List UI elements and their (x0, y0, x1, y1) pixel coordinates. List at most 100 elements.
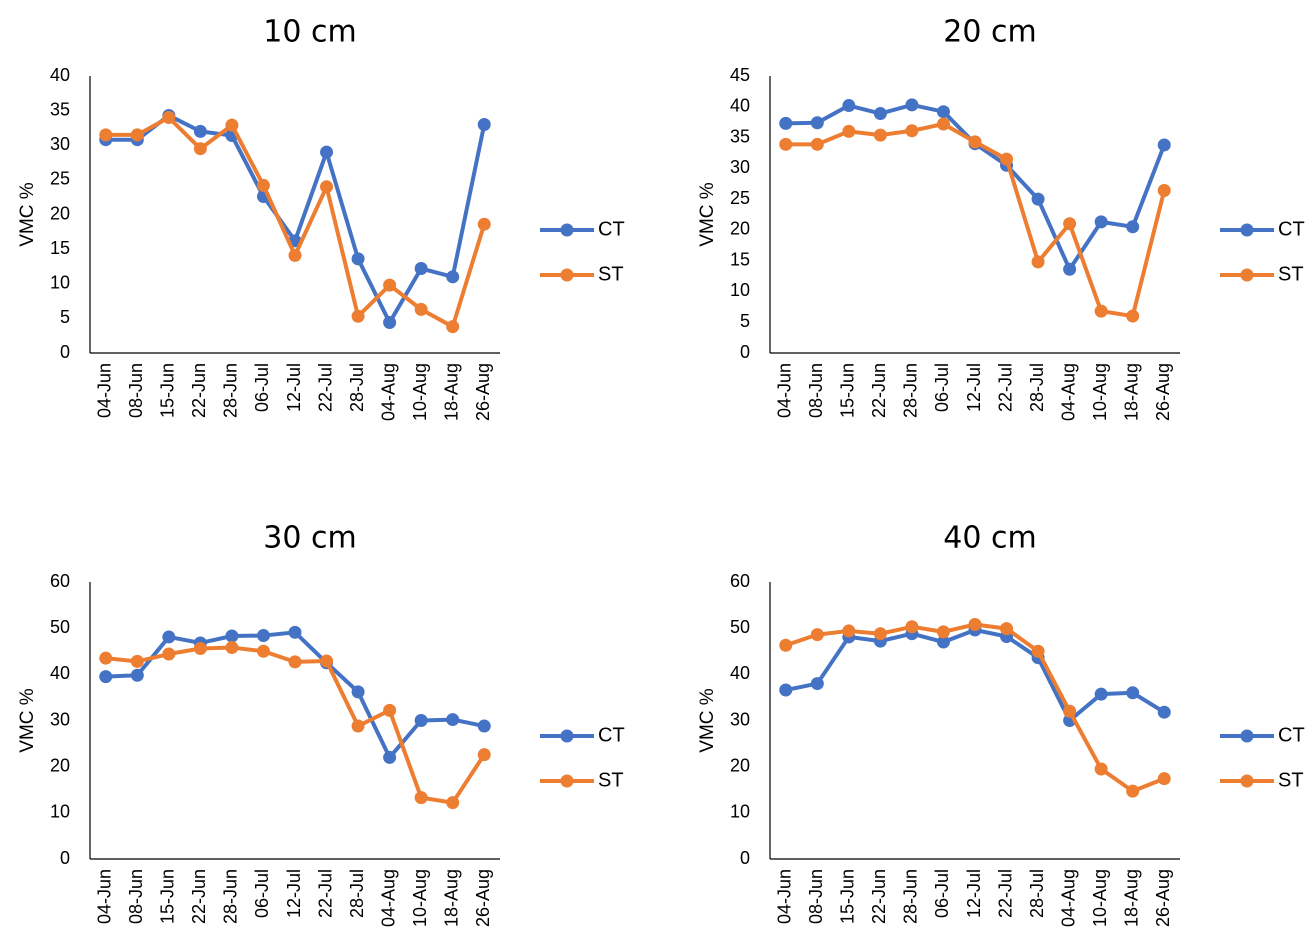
series-line-ct (785, 628, 1166, 723)
legend-label-ct: CT (598, 218, 625, 240)
data-point-st (225, 118, 239, 132)
data-point-st (1000, 152, 1014, 166)
data-point-st (968, 617, 982, 631)
y-tick-label: 20 (730, 755, 750, 775)
legend-marker-st (560, 268, 574, 282)
y-tick-label: 35 (50, 99, 70, 119)
x-tick-label: 26-Aug (1153, 363, 1173, 421)
y-tick-label: 60 (730, 571, 750, 591)
series-line-st (105, 115, 487, 329)
x-tick-label: 22-Jul (995, 363, 1015, 412)
y-axis-title: VMC % (17, 688, 38, 753)
data-point-ct (446, 270, 460, 284)
data-point-st (256, 178, 270, 192)
x-tick-label: 04-Aug (1058, 363, 1078, 421)
data-point-ct (842, 99, 856, 113)
chart-panel: 30 cm 0 10 20 30 40 50 60 04-Jun 08-Jun 15-Jun 22-J… (17, 521, 625, 928)
legend-label-ct: CT (1278, 218, 1305, 240)
x-tick-label: 12-Jul (964, 363, 984, 412)
chart-panel: 10 cm 0 5 10 15 20 25 30 35 40 04-Jun 08-Jun 15-Jun 2… (17, 15, 625, 422)
data-point-ct (162, 630, 176, 644)
data-point-st (1094, 762, 1108, 776)
y-tick-label: 35 (730, 126, 750, 146)
x-tick-label: 12-Jul (964, 869, 984, 918)
x-tick-label: 10-Aug (410, 363, 430, 421)
data-point-ct (1094, 215, 1108, 229)
x-tick-label: 10-Aug (410, 869, 430, 927)
data-point-st (1031, 255, 1045, 269)
x-tick-label: 04-Aug (378, 869, 398, 927)
series-line-ct (105, 630, 485, 760)
data-point-ct (936, 105, 950, 119)
data-point-ct (1094, 687, 1108, 701)
legend-marker-ct (560, 223, 574, 237)
data-point-ct (414, 262, 428, 276)
x-tick-label: 15-Jun (158, 363, 178, 418)
y-tick-label: 20 (730, 219, 750, 239)
y-tick-label: 30 (730, 709, 750, 729)
y-tick-label: 50 (50, 617, 70, 637)
data-point-ct (477, 117, 491, 131)
y-tick-label: 0 (740, 342, 750, 362)
data-point-st (968, 135, 982, 149)
data-point-st (383, 703, 397, 717)
x-tick-label: 18-Aug (1121, 363, 1141, 421)
legend-label-st: ST (1278, 263, 1304, 285)
y-tick-label: 30 (50, 709, 70, 729)
x-tick-label: 08-Jun (806, 869, 826, 924)
x-tick-label: 22-Jun (869, 363, 889, 418)
series-line-ct (785, 102, 1167, 272)
x-tick-label: 22-Jun (189, 869, 209, 924)
x-tick-label: 10-Aug (1090, 869, 1110, 927)
x-tick-label: 04-Jun (775, 363, 795, 418)
y-tick-label: 40 (50, 663, 70, 683)
y-tick-label: 5 (60, 307, 70, 327)
data-point-st (351, 719, 365, 733)
x-tick-label: 08-Jun (126, 363, 146, 418)
x-tick-label: 22-Jun (189, 363, 209, 418)
x-tick-label: 06-Jul (252, 363, 272, 412)
x-tick-label: 28-Jul (347, 869, 367, 918)
x-tick-label: 12-Jul (284, 363, 304, 412)
y-tick-label: 30 (730, 157, 750, 177)
legend-marker-st (560, 774, 574, 788)
y-tick-label: 5 (740, 311, 750, 331)
data-point-st (1094, 304, 1108, 318)
data-point-st (162, 111, 176, 125)
data-point-st (873, 128, 887, 142)
data-point-ct (225, 629, 239, 643)
x-tick-label: 22-Jun (869, 869, 889, 924)
y-tick-label: 40 (730, 663, 750, 683)
data-point-ct (256, 629, 270, 643)
y-tick-label: 20 (50, 203, 70, 223)
y-tick-label: 40 (730, 96, 750, 116)
chart-panel: 20 cm 0 5 10 15 20 25 30 35 40 45 04-Jun 08-Jun 15-Ju… (697, 15, 1305, 422)
x-tick-label: 22-Jul (315, 363, 335, 412)
data-point-ct (446, 713, 460, 727)
x-tick-label: 18-Aug (441, 869, 461, 927)
data-point-st (446, 796, 460, 810)
data-point-st (162, 647, 176, 661)
legend-label-st: ST (598, 769, 624, 791)
data-point-st (1063, 217, 1077, 231)
x-tick-label: 04-Jun (775, 869, 795, 924)
x-tick-label: 06-Jul (932, 869, 952, 918)
data-point-st (477, 748, 491, 762)
x-tick-label: 15-Jun (158, 869, 178, 924)
y-tick-label: 10 (730, 280, 750, 300)
chart-title: 20 cm (943, 15, 1036, 50)
data-point-st (779, 638, 793, 652)
data-point-st (1126, 309, 1140, 323)
data-point-st (320, 654, 334, 668)
data-point-st (288, 655, 302, 669)
data-point-ct (1031, 192, 1045, 206)
data-point-ct (99, 670, 113, 684)
x-tick-label: 18-Aug (1121, 869, 1141, 927)
x-tick-label: 10-Aug (1090, 363, 1110, 421)
data-point-ct (1126, 220, 1140, 234)
data-point-st (842, 124, 856, 138)
y-tick-label: 25 (730, 188, 750, 208)
data-point-ct (810, 677, 824, 691)
data-point-ct (477, 719, 491, 733)
